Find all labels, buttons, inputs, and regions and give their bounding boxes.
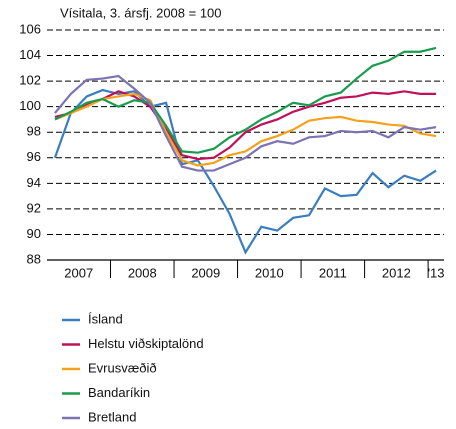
x-tick-label: '13 [428,265,445,280]
series-line [54,74,437,172]
legend-label: Bandaríkin [88,385,150,400]
x-tick-label: 2009 [191,265,220,280]
series-line [53,88,437,255]
y-tick-label: 96 [27,149,41,164]
x-tick-label: 2011 [319,265,347,280]
legend-label: Ísland [88,311,123,326]
legend-label: Helstu viðskiptalönd [88,336,204,351]
series-line [54,90,437,161]
y-tick-label: 106 [19,21,41,36]
y-tick-label: 98 [27,124,41,139]
y-tick-label: 104 [19,47,41,62]
legend-label: Bretland [88,409,136,424]
y-tick-label: 100 [19,98,41,113]
legend-label: Evrusvæðið [88,360,157,375]
series-line [54,46,437,154]
x-tick-label: 2010 [255,265,284,280]
y-tick-label: 90 [27,226,41,241]
y-tick-label: 102 [19,73,41,88]
x-tick-label: 2007 [64,265,93,280]
y-tick-label: 88 [27,251,41,266]
x-tick-label: 2008 [128,265,157,280]
y-tick-label: 94 [27,175,41,190]
chart-subtitle: Vísitala, 3. ársfj. 2008 = 100 [60,5,222,20]
y-tick-label: 92 [27,200,41,215]
x-tick-label: 2012 [382,265,411,280]
series-line [54,92,437,167]
